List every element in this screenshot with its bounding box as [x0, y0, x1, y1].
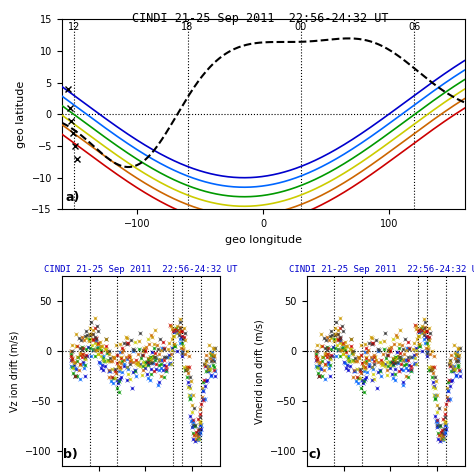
Y-axis label: Vz ion drift (m/s): Vz ion drift (m/s) [10, 331, 20, 412]
Text: 00: 00 [295, 22, 307, 32]
Text: 12: 12 [68, 22, 81, 32]
Y-axis label: geo latitude: geo latitude [16, 80, 26, 148]
Title: CINDI 21-25 Sep 2011  22:56-24:32 UT: CINDI 21-25 Sep 2011 22:56-24:32 UT [44, 265, 237, 274]
Title: CINDI 21-25 Sep 2011  22:56-24:32 UT: CINDI 21-25 Sep 2011 22:56-24:32 UT [289, 265, 474, 274]
Y-axis label: Vmerid ion drift (m/s): Vmerid ion drift (m/s) [255, 319, 265, 424]
Text: CINDI 21-25 Sep 2011  22:56-24:32 UT: CINDI 21-25 Sep 2011 22:56-24:32 UT [132, 12, 389, 25]
Text: c): c) [308, 448, 321, 461]
X-axis label: geo longitude: geo longitude [225, 235, 301, 245]
Text: 06: 06 [408, 22, 420, 32]
Text: 18: 18 [182, 22, 194, 32]
Text: a): a) [65, 191, 80, 204]
Text: b): b) [63, 448, 78, 461]
